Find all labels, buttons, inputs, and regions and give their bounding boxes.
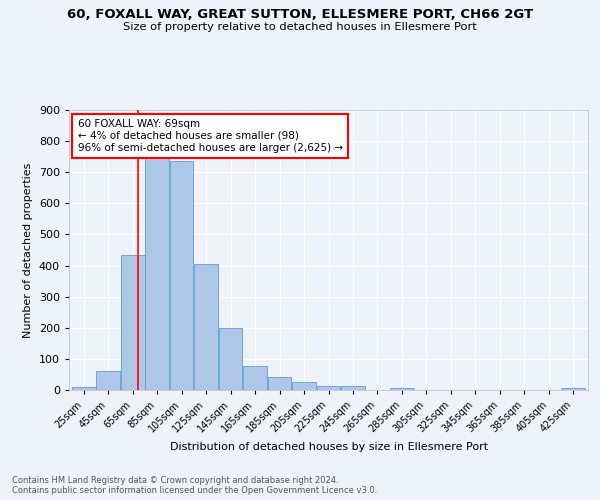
Bar [317, 386, 340, 390]
Bar [292, 382, 316, 390]
Bar [243, 366, 267, 390]
Bar [72, 387, 95, 390]
Bar [268, 376, 292, 390]
Text: 60 FOXALL WAY: 69sqm
← 4% of detached houses are smaller (98)
96% of semi-detach: 60 FOXALL WAY: 69sqm ← 4% of detached ho… [77, 120, 343, 152]
Bar [341, 386, 365, 390]
Text: Size of property relative to detached houses in Ellesmere Port: Size of property relative to detached ho… [123, 22, 477, 32]
Bar [121, 254, 145, 390]
Bar [145, 158, 169, 390]
Bar [96, 372, 120, 390]
Bar [562, 388, 585, 390]
Y-axis label: Number of detached properties: Number of detached properties [23, 162, 33, 338]
Bar [390, 388, 414, 390]
Bar [219, 328, 242, 390]
Text: Distribution of detached houses by size in Ellesmere Port: Distribution of detached houses by size … [170, 442, 488, 452]
Text: Contains HM Land Registry data © Crown copyright and database right 2024.
Contai: Contains HM Land Registry data © Crown c… [12, 476, 377, 495]
Bar [194, 264, 218, 390]
Text: 60, FOXALL WAY, GREAT SUTTON, ELLESMERE PORT, CH66 2GT: 60, FOXALL WAY, GREAT SUTTON, ELLESMERE … [67, 8, 533, 20]
Bar [170, 162, 193, 390]
